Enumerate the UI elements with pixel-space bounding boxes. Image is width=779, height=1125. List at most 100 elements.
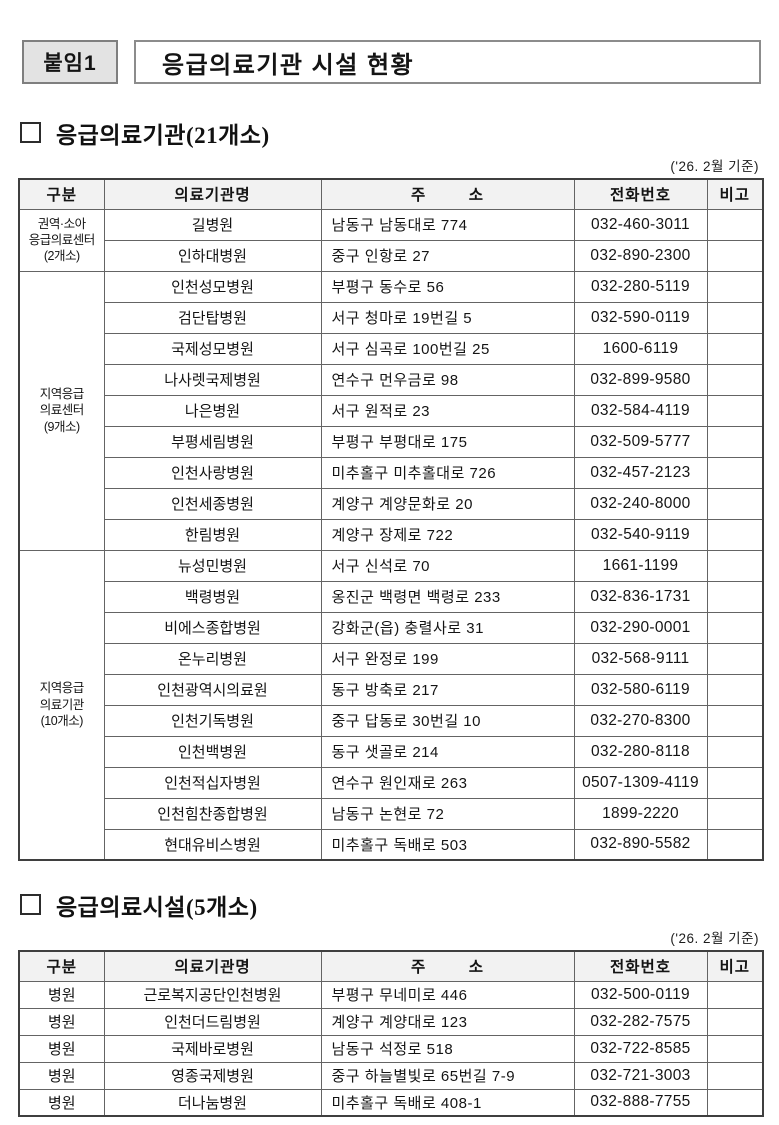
hospital-row: 인천세종병원 계양구 계양문화로 20 032-240-8000 [19,487,764,520]
note-cell [706,456,764,489]
column-header: 비고 [706,950,764,982]
hospital-row: 인천적십자병원 연수구 원인재로 263 0507-1309-4119 [19,766,764,799]
hospital-row: 인천사랑병원 미추홀구 미추홀대로 726 032-457-2123 [19,456,764,489]
note-cell [706,425,764,458]
hospital-row: 국제성모병원 서구 심곡로 100번길 25 1600-6119 [19,332,764,365]
hospital-name-cell: 인하대병원 [103,239,322,272]
hospital-name-cell: 인천성모병원 [103,270,322,303]
hospital-name-cell: 인천사랑병원 [103,456,322,489]
address-cell: 서구 심곡로 100번길 25 [320,332,575,365]
phone-cell: 032-888-7755 [573,1088,708,1117]
hospital-name-cell: 인천세종병원 [103,487,322,520]
address-cell: 계양구 장제로 722 [320,518,575,551]
column-header: 주 소 [320,950,575,982]
address-cell: 계양구 계양문화로 20 [320,487,575,520]
hospital-name-cell: 백령병원 [103,580,322,613]
address-cell: 남동구 남동대로 774 [320,208,575,241]
hospital-name-cell: 근로복지공단인천병원 [103,980,322,1009]
address-cell: 미추홀구 독배로 408-1 [320,1088,575,1117]
note-cell [706,239,764,272]
address-cell: 서구 청마로 19번길 5 [320,301,575,334]
note-cell [706,1061,764,1090]
hospital-name-cell: 영종국제병원 [103,1061,322,1090]
note-cell [706,394,764,427]
phone-cell: 032-500-0119 [573,980,708,1009]
address-cell: 미추홀구 미추홀대로 726 [320,456,575,489]
hospital-row: 나은병원 서구 원적로 23 032-584-4119 [19,394,764,427]
phone-cell: 032-282-7575 [573,1007,708,1036]
phone-cell: 032-899-9580 [573,363,708,396]
phone-cell: 032-280-8118 [573,735,708,768]
address-cell: 중구 답동로 30번길 10 [320,704,575,737]
hospital-row: 권역·소아 응급의료센터 (2개소) 길병원 남동구 남동대로 774 032-460-3… [18,208,764,272]
address-cell: 남동구 논현로 72 [320,797,575,830]
address-cell: 중구 인항로 27 [320,239,575,272]
hospital-row: 검단탑병원 서구 청마로 19번길 5 032-590-0119 [19,301,764,334]
note-cell [706,797,764,830]
note-cell [706,611,764,644]
hospital-name-cell: 인천백병원 [103,735,322,768]
square-bullet-icon [20,121,41,143]
hospital-name-cell: 인천광역시의료원 [103,673,322,706]
group-label-line: 권역·소아 [37,216,86,231]
hospital-name-cell: 현대유비스병원 [103,828,322,861]
column-header: 의료기관명 [103,950,322,982]
group-label-line: 지역응급 [39,387,85,402]
hospital-row: 병원 국제바로병원 남동구 석정로 518 032-722-8585 [18,1034,764,1063]
hospital-row: 지역응급 의료센터 (9개소) 인천성모병원 부평구 동수로 56 032-280-511… [18,270,764,551]
hospital-name-cell: 비에스종합병원 [103,611,322,644]
note-cell [706,735,764,768]
note-cell [706,642,764,675]
phone-cell: 032-890-2300 [573,239,708,272]
phone-cell: 032-590-0119 [573,301,708,334]
phone-cell: 1899-2220 [573,797,708,830]
address-cell: 연수구 먼우금로 98 [320,363,575,396]
note-cell [706,1034,764,1063]
hospital-row: 비에스종합병원 강화군(읍) 충렬사로 31 032-290-0001 [19,611,764,644]
note-cell [706,704,764,737]
phone-cell: 032-290-0001 [573,611,708,644]
phone-cell: 032-836-1731 [573,580,708,613]
date-note: ('26. 2월 기준) [670,159,759,174]
hospital-row: 현대유비스병원 미추홀구 독배로 503 032-890-5582 [19,828,764,861]
address-cell: 서구 원적로 23 [320,394,575,427]
column-header: 전화번호 [573,178,708,210]
square-bullet-icon [20,893,41,915]
address-cell: 중구 하늘별빛로 65번길 7-9 [320,1061,575,1090]
section-title: 응급의료시설(5개소) [56,895,258,920]
hospital-row: 병원 근로복지공단인천병원 부평구 무네미로 446 032-500-0119 [18,980,764,1009]
column-header: 구분 [18,950,105,982]
document-title: 응급의료기관 시설 현황 [134,40,761,84]
note-cell [706,1088,764,1117]
address-cell: 서구 완정로 199 [320,642,575,675]
hospital-row: 온누리병원 서구 완정로 199 032-568-9111 [19,642,764,675]
hospital-row: 인천기독병원 중구 답동로 30번길 10 032-270-8300 [19,704,764,737]
phone-cell: 1661-1199 [573,549,708,582]
note-cell [706,332,764,365]
hospital-name-cell: 국제성모병원 [103,332,322,365]
category-cell: 병원 [18,1088,105,1117]
group-label-line: (2개소) [43,249,80,264]
address-cell: 옹진군 백령면 백령로 233 [320,580,575,613]
phone-cell: 0507-1309-4119 [573,766,708,799]
group-label-line: 지역응급 [39,681,85,696]
note-cell [706,270,764,303]
hospital-row: 병원 영종국제병원 중구 하늘별빛로 65번길 7-9 032-721-3003 [18,1061,764,1090]
phone-cell: 032-540-9119 [573,518,708,551]
phone-cell: 032-460-3011 [573,208,708,241]
group-label-cell: 권역·소아 응급의료센터 (2개소) [18,208,105,272]
note-cell [706,487,764,520]
hospital-name-cell: 인천적십자병원 [103,766,322,799]
note-cell [706,518,764,551]
phone-cell: 1600-6119 [573,332,708,365]
address-cell: 연수구 원인재로 263 [320,766,575,799]
hospital-row: 한림병원 계양구 장제로 722 032-540-9119 [19,518,764,551]
address-cell: 서구 신석로 70 [320,549,575,582]
column-header: 전화번호 [573,950,708,982]
hospital-name-cell: 한림병원 [103,518,322,551]
category-cell: 병원 [18,1007,105,1036]
group-label-cell: 지역응급 의료센터 (9개소) [18,270,105,551]
note-cell [706,980,764,1009]
address-cell: 부평구 동수로 56 [320,270,575,303]
group-label-line: (10개소) [40,713,84,728]
